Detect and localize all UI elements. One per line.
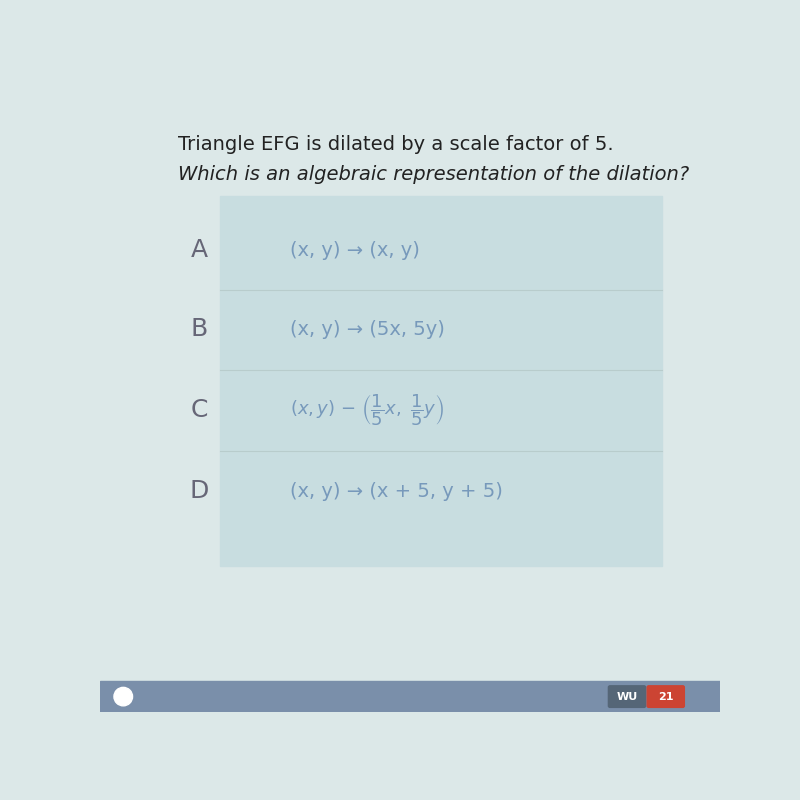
FancyBboxPatch shape <box>647 686 684 707</box>
Text: Which is an algebraic representation of the dilation?: Which is an algebraic representation of … <box>178 166 689 184</box>
Text: Triangle EFG is dilated by a scale factor of 5.: Triangle EFG is dilated by a scale facto… <box>178 134 613 154</box>
FancyBboxPatch shape <box>609 686 646 707</box>
Bar <box>100 682 720 712</box>
Text: (x, y) → (5x, 5y): (x, y) → (5x, 5y) <box>290 320 445 339</box>
Text: B: B <box>190 318 208 342</box>
Text: (x, y) → (x, y): (x, y) → (x, y) <box>290 241 420 259</box>
Circle shape <box>114 687 133 706</box>
Text: D: D <box>190 479 209 503</box>
Text: A: A <box>190 238 208 262</box>
Text: $(x, y)$ $-$ $\left(\dfrac{1}{5}x,\ \dfrac{1}{5}y\right)$: $(x, y)$ $-$ $\left(\dfrac{1}{5}x,\ \dfr… <box>290 392 444 428</box>
Text: WU: WU <box>616 691 638 702</box>
Text: 21: 21 <box>658 691 674 702</box>
Bar <box>220 196 662 566</box>
Text: (x, y) → (x + 5, y + 5): (x, y) → (x + 5, y + 5) <box>290 482 502 501</box>
Text: C: C <box>190 398 208 422</box>
